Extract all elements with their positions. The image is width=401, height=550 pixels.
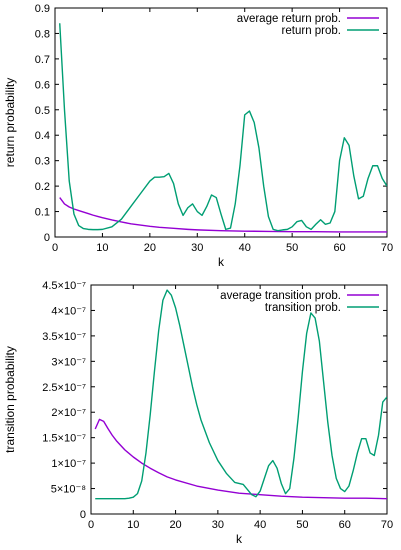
- chart-1-y-tick-label: 4×10⁻⁷: [51, 305, 86, 317]
- chart-1-plot-frame: [90, 284, 388, 515]
- chart-0-y-axis-label: return probability: [3, 78, 17, 167]
- chart-1-legend-label-1: transition prob.: [265, 302, 341, 314]
- chart-0-y-tick-label: 0.5: [35, 105, 50, 117]
- chart-1-y-tick-label: 1.5×10⁻⁷: [42, 433, 86, 445]
- chart-1-y-tick-label: 5×10⁻⁸: [51, 484, 86, 496]
- chart-0-x-tick-label: 40: [239, 242, 251, 254]
- chart-1-x-tick-label: 70: [381, 519, 393, 531]
- chart-1-x-tick-label: 30: [212, 519, 224, 531]
- chart-0-legend-label-0: average return prob.: [237, 13, 341, 25]
- chart-0-y-tick-label: 0.6: [35, 79, 50, 91]
- chart-0-y-tick-label: 0.2: [35, 181, 50, 193]
- chart-1-x-tick-label: 0: [88, 519, 94, 531]
- chart-1-x-tick-label: 50: [296, 519, 308, 531]
- chart-1-y-axis-label: transition probability: [3, 346, 17, 453]
- transition-probability-panel: 0 10 20 30 40 50 60 70 0 5×10⁻⁸ 1×10⁻⁷ 1.5×10⁻⁷ 2×10…: [3, 280, 393, 546]
- chart-1-y-tick-label: 2×10⁻⁷: [51, 407, 86, 419]
- chart-1-x-tick-label: 10: [127, 519, 139, 531]
- chart-0-x-tick-label: 70: [381, 242, 393, 254]
- chart-1-x-tick-label: 20: [169, 519, 181, 531]
- chart-1-x-tick-label: 60: [339, 519, 351, 531]
- return-probability-panel: 0 10 20 30 40 50 60 70 0 0.1 0.2 0.3 0.4 0.5 0.6 0.7 0.8…: [3, 3, 393, 269]
- chart-0-legend-label-1: return prob.: [282, 25, 341, 37]
- chart-1-y-tick-label: 3.5×10⁻⁷: [42, 331, 86, 343]
- chart-0-y-tick-label: 0: [44, 232, 50, 244]
- chart-1-y-tick-label: 2.5×10⁻⁷: [42, 382, 86, 394]
- chart-1-series-1-line: [95, 289, 387, 500]
- chart-0-x-tick-label: 60: [333, 242, 345, 254]
- chart-0-y-tick-label: 0.4: [35, 130, 50, 142]
- chart-0-series-0-line: [59, 197, 387, 233]
- chart-0-y-tick-label: 0.8: [35, 28, 50, 40]
- chart-1-y-tick-label: 0: [80, 509, 86, 521]
- chart-0-y-tick-label: 0.9: [35, 3, 50, 15]
- chart-0-series-1-line: [59, 23, 387, 232]
- chart-1-x-axis-label: k: [236, 532, 243, 546]
- chart-1-y-tick-label: 1×10⁻⁷: [51, 458, 86, 470]
- chart-1-y-tick-label: 4.5×10⁻⁷: [42, 280, 86, 292]
- chart-0-x-axis-label: k: [218, 255, 225, 269]
- chart-1-y-tick-label: 3×10⁻⁷: [51, 356, 86, 368]
- chart-1-series-0-line: [94, 418, 387, 500]
- chart-0-y-tick-label: 0.1: [35, 207, 50, 219]
- chart-0-x-tick-label: 30: [191, 242, 203, 254]
- chart-1-legend-label-0: average transition prob.: [220, 290, 341, 302]
- chart-0-x-tick-label: 20: [144, 242, 156, 254]
- chart-0-x-tick-label: 0: [52, 242, 58, 254]
- chart-0-x-tick-label: 50: [286, 242, 298, 254]
- chart-0-plot-frame: [54, 7, 388, 238]
- chart-0-y-tick-label: 0.3: [35, 156, 50, 168]
- chart-0-x-tick-label: 10: [96, 242, 108, 254]
- chart-0-y-tick-label: 0.7: [35, 54, 50, 66]
- chart-1-x-tick-label: 40: [254, 519, 266, 531]
